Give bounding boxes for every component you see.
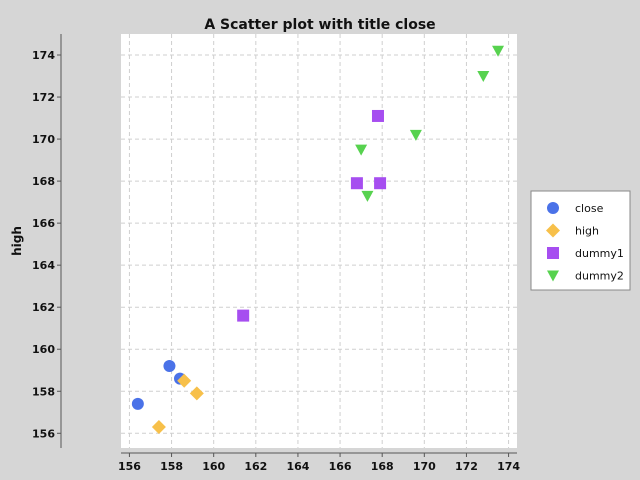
y-tick-label: 172 <box>32 91 55 104</box>
point-close <box>163 360 176 373</box>
point-close <box>131 397 144 410</box>
legend-marker-high <box>546 223 560 238</box>
x-tick-label: 168 <box>371 460 394 473</box>
tick-labels: 156 158 160 162 164 166 168 170 172 174 156 158 160 1… <box>32 49 520 473</box>
plot-area <box>121 34 517 448</box>
y-tick-label: 156 <box>32 427 55 440</box>
x-tick-label: 172 <box>455 460 478 473</box>
legend-marker-close <box>547 202 559 214</box>
legend-marker-dummy1 <box>547 247 559 259</box>
point-dummy2 <box>355 144 368 156</box>
legend-label-high: high <box>575 225 599 238</box>
legend-label-close: close <box>575 202 604 215</box>
point-dummy2 <box>409 129 422 141</box>
x-tick-label: 170 <box>413 460 436 473</box>
chart-title: A Scatter plot with title close <box>204 17 435 33</box>
x-tick-label: 160 <box>202 460 225 473</box>
legend-marker-dummy2 <box>547 270 559 282</box>
legend-label-dummy1: dummy1 <box>575 247 624 260</box>
y-tick-label: 168 <box>32 175 55 188</box>
y-tick-label: 174 <box>32 49 55 62</box>
x-tick-label: 156 <box>118 460 141 473</box>
point-dummy2 <box>477 71 490 83</box>
x-tick-label: 174 <box>497 460 520 473</box>
y-tick-label: 160 <box>32 343 55 356</box>
point-dummy1 <box>350 177 363 190</box>
y-tick-label: 166 <box>32 217 55 230</box>
data-points <box>131 45 505 434</box>
x-tick-label: 162 <box>244 460 267 473</box>
point-dummy2 <box>492 45 505 57</box>
x-tick-label: 166 <box>329 460 352 473</box>
point-dummy1 <box>237 309 250 322</box>
grid-lines <box>121 34 517 448</box>
point-high <box>151 419 166 434</box>
point-high <box>177 373 192 388</box>
legend: close high dummy1 dummy2 <box>530 190 631 291</box>
y-axis-label: high <box>10 226 24 256</box>
point-dummy1 <box>374 177 387 190</box>
point-dummy1 <box>371 109 384 122</box>
x-tick-label: 158 <box>160 460 183 473</box>
point-dummy2 <box>361 190 374 202</box>
legend-label-dummy2: dummy2 <box>575 270 624 283</box>
axes <box>57 34 517 457</box>
y-tick-label: 170 <box>32 133 55 146</box>
y-tick-label: 158 <box>32 385 55 398</box>
y-tick-label: 162 <box>32 301 55 314</box>
point-high <box>189 386 204 401</box>
x-tick-label: 164 <box>286 460 309 473</box>
y-tick-label: 164 <box>32 259 55 272</box>
